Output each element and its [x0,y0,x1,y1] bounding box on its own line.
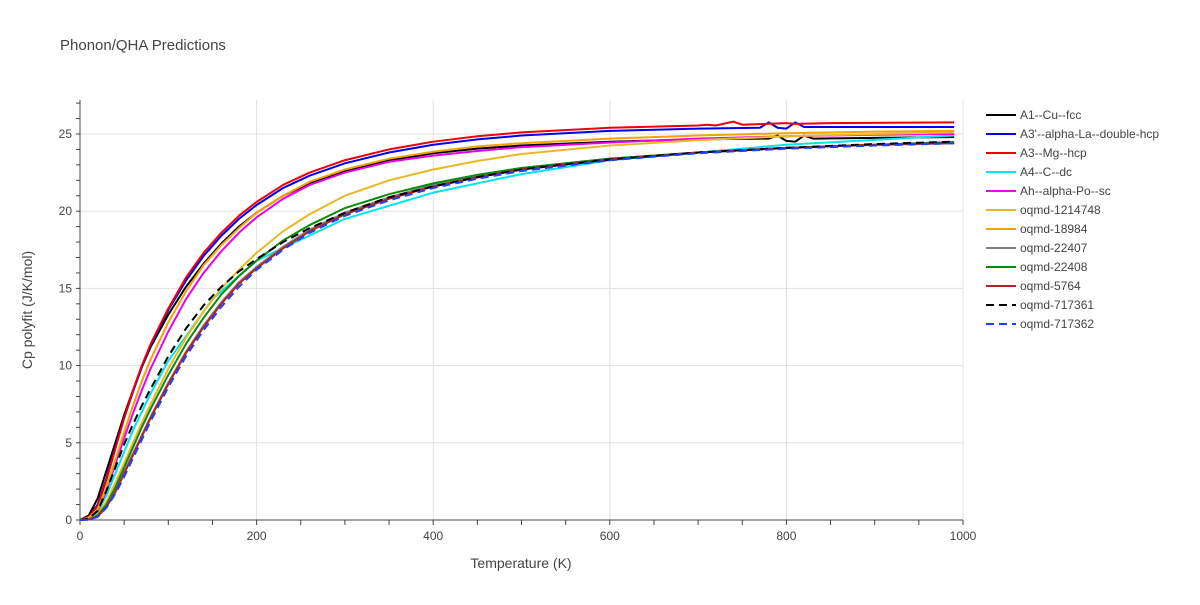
legend-item[interactable]: oqmd-1214748 [986,203,1101,217]
y-tick-label: 10 [59,359,73,373]
legend-label: A4--C--dc [1020,165,1072,179]
y-tick-label: 25 [59,127,73,141]
x-tick-label: 200 [247,529,267,543]
legend-label: Ah--alpha-Po--sc [1020,184,1111,198]
legend-label: oqmd-717362 [1020,317,1094,331]
legend-item[interactable]: oqmd-22407 [986,241,1088,255]
legend-item[interactable]: A4--C--dc [986,165,1072,179]
y-axis-label: Cp polyfit (J/K/mol) [19,251,35,369]
x-tick-label: 0 [77,529,84,543]
x-tick-label: 1000 [950,529,977,543]
legend-item[interactable]: A3--Mg--hcp [986,146,1087,160]
y-tick-label: 15 [59,281,73,295]
legend-label: oqmd-22408 [1020,260,1088,274]
legend-label: A3--Mg--hcp [1020,146,1087,160]
legend-label: oqmd-5764 [1020,279,1081,293]
legend-label: A3'--alpha-La--double-hcp [1020,127,1159,141]
series-line-1 [79,121,955,521]
legend-item[interactable]: oqmd-717361 [986,298,1094,312]
series-line-11 [79,142,955,521]
y-tick-label: 20 [59,204,73,218]
chart-title: Phonon/QHA Predictions [60,37,226,54]
plot-layer [79,120,955,521]
x-axis-label: Temperature (K) [470,555,571,571]
legend-item[interactable]: oqmd-5764 [986,279,1081,293]
legend-item[interactable]: A1--Cu--fcc [986,108,1081,122]
legend-label: oqmd-717361 [1020,298,1094,312]
legend-label: A1--Cu--fcc [1020,108,1081,122]
legend-item[interactable]: A3'--alpha-La--double-hcp [986,127,1159,141]
series-line-3 [79,134,955,521]
series-line-8 [79,141,955,521]
x-tick-label: 400 [423,529,443,543]
series-line-10 [79,140,955,521]
series-line-2 [79,120,955,521]
x-tick-label: 600 [600,529,620,543]
axis-layer: 0 200 400 600 800 1000 0 5 10 15 20 25 [59,100,977,543]
legend-item[interactable]: oqmd-22408 [986,260,1088,274]
series-line-4 [79,132,955,521]
y-tick-label: 0 [65,513,72,527]
x-tick-label: 800 [776,529,796,543]
series-line-7 [79,140,955,521]
legend-item[interactable]: oqmd-717362 [986,317,1094,331]
legend-label: oqmd-18984 [1020,222,1088,236]
series-line-5 [79,131,955,521]
legend-label: oqmd-1214748 [1020,203,1101,217]
y-tick-label: 5 [65,436,72,450]
series-line-9 [79,142,955,521]
series-line-6 [79,129,955,521]
legend-label: oqmd-22407 [1020,241,1088,255]
legend[interactable]: A1--Cu--fcc A3'--alpha-La--double-hcp A3--… [986,108,1159,331]
legend-item[interactable]: oqmd-18984 [986,222,1088,236]
series-line-0 [79,134,955,521]
grid-layer [80,100,964,520]
legend-item[interactable]: Ah--alpha-Po--sc [986,184,1111,198]
